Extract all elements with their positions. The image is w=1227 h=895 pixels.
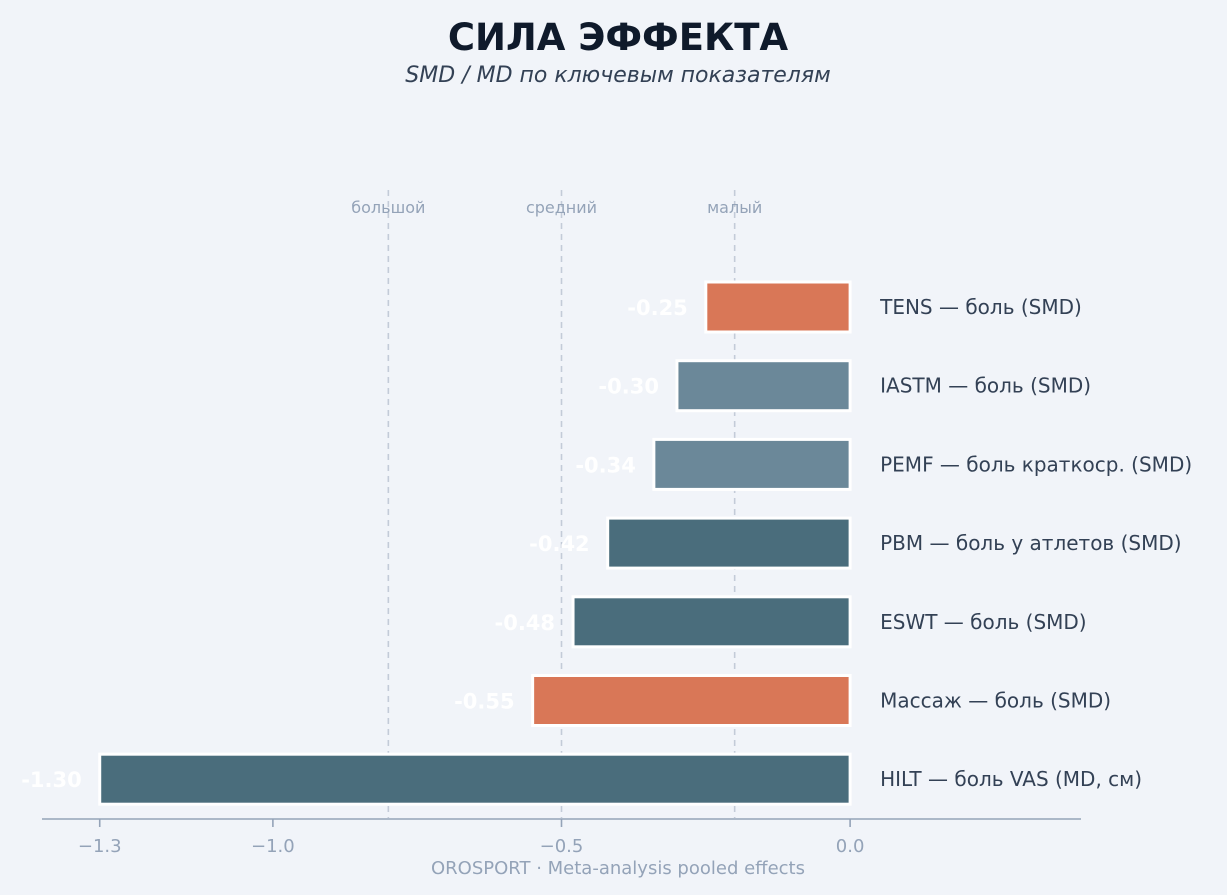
x-tick-label: 0.0 [836, 836, 865, 857]
chart-title: СИЛА ЭФФЕКТА [448, 16, 789, 59]
bar [98, 752, 852, 806]
bar [606, 516, 852, 570]
bar [531, 674, 852, 727]
value-label: -0.55 [454, 690, 515, 714]
bar [571, 595, 852, 649]
value-label: -0.42 [529, 532, 590, 556]
reference-label: большой [351, 198, 425, 217]
chart-subtitle: SMD / MD по ключевым показателям [405, 63, 830, 88]
value-label: -0.34 [575, 453, 636, 477]
value-label: -1.30 [21, 768, 82, 792]
value-label: -0.25 [627, 296, 688, 320]
value-label: -0.30 [598, 375, 659, 399]
category-label: IASTM — боль (SMD) [880, 374, 1091, 398]
x-tick-label: −1.3 [78, 836, 122, 857]
category-label: Массаж — боль (SMD) [880, 689, 1111, 713]
reference-label: малый [707, 198, 762, 217]
bar [652, 437, 852, 491]
category-label: PEMF — боль краткоср. (SMD) [880, 452, 1192, 476]
chart-footer: OROSPORT · Meta-analysis pooled effects [431, 858, 805, 879]
category-label: TENS — боль (SMD) [879, 295, 1082, 319]
x-tick-label: −0.5 [540, 836, 584, 857]
bar [704, 280, 852, 334]
category-label: ESWT — боль (SMD) [880, 610, 1087, 634]
bar [675, 359, 852, 413]
category-label: HILT — боль VAS (MD, см) [880, 767, 1142, 791]
reference-label: средний [526, 198, 597, 217]
category-label: PBM — боль у атлетов (SMD) [880, 531, 1181, 555]
value-label: -0.48 [495, 611, 556, 635]
x-tick-label: −1.0 [251, 836, 295, 857]
